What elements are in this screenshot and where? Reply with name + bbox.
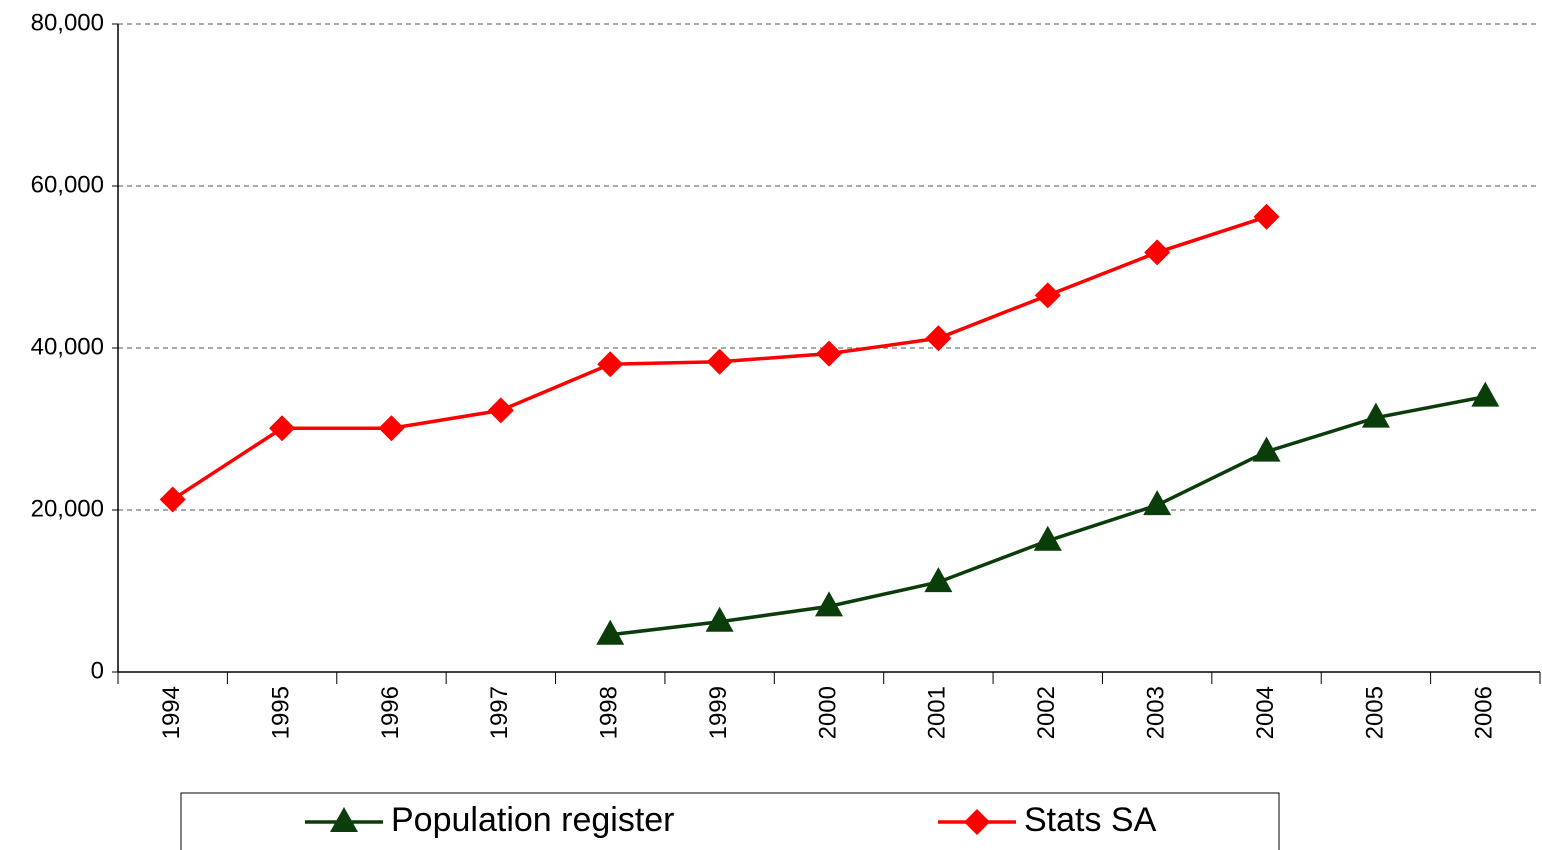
data-point: [706, 348, 733, 375]
legend-marker: [964, 809, 990, 835]
x-tick-label: 2001: [924, 686, 951, 739]
data-point: [1143, 490, 1172, 516]
x-tick-label: 2005: [1361, 686, 1388, 739]
y-tick-label: 80,000: [31, 9, 104, 36]
x-tick-label: 1998: [596, 686, 623, 739]
x-tick-label: 1997: [486, 686, 513, 739]
data-point: [816, 340, 842, 367]
data-point: [924, 567, 953, 593]
x-tick-label: 1995: [267, 686, 294, 739]
y-tick-label: 60,000: [31, 171, 104, 198]
legend-label: Stats SA: [1024, 801, 1157, 839]
data-point: [159, 486, 186, 513]
x-tick-label: 2000: [814, 686, 841, 739]
data-point: [1252, 436, 1281, 462]
data-point: [1361, 402, 1390, 428]
x-tick-label: 1999: [705, 686, 732, 739]
legend-marker: [330, 807, 358, 832]
data-point: [487, 397, 514, 424]
y-tick-label: 40,000: [31, 333, 104, 360]
x-tick-label: 2006: [1471, 686, 1498, 739]
x-tick-label: 2004: [1252, 686, 1279, 739]
x-tick-label: 2003: [1142, 686, 1169, 739]
data-point: [1144, 239, 1171, 266]
data-point: [269, 415, 296, 442]
y-tick-label: 0: [91, 657, 104, 684]
x-tick-label: 1996: [377, 686, 404, 739]
y-tick-label: 20,000: [31, 495, 104, 522]
legend-label: Population register: [391, 801, 675, 839]
data-point: [1034, 282, 1061, 309]
data-point: [1033, 525, 1062, 551]
data-point: [925, 325, 952, 352]
data-point: [1253, 203, 1280, 230]
data-point: [596, 619, 625, 645]
x-tick-label: 1994: [158, 686, 185, 739]
data-point: [378, 415, 405, 442]
x-tick-label: 2002: [1033, 686, 1060, 739]
data-point: [815, 591, 843, 617]
series-line: [610, 394, 1486, 637]
data-point: [705, 606, 734, 632]
data-point: [597, 351, 624, 378]
data-point: [1471, 381, 1500, 407]
